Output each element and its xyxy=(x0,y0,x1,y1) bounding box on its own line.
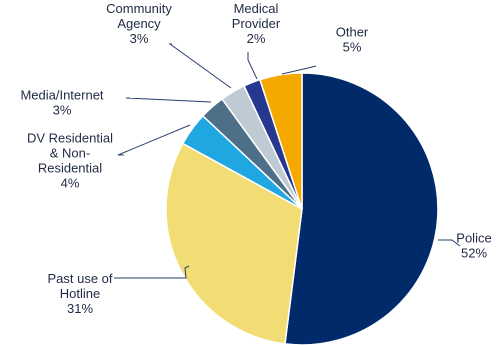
slice-percent: 4% xyxy=(61,176,80,191)
slice-label-6: Other 5% xyxy=(336,25,369,55)
slice-label-line: Other xyxy=(336,25,369,40)
slice-label-line: DV Residential xyxy=(27,131,113,146)
leader-line-4 xyxy=(168,43,232,89)
slice-label-1: Past use of Hotline 31% xyxy=(47,271,112,316)
slice-percent: 3% xyxy=(130,31,149,46)
slice-percent: 3% xyxy=(53,103,72,118)
slice-label-2: DV Residential & Non-Residential 4% xyxy=(27,131,113,191)
slice-percent: 5% xyxy=(343,40,362,55)
pie-slice-1 xyxy=(165,142,303,345)
leader-line-2 xyxy=(117,124,191,156)
slice-label-line: Police xyxy=(456,231,491,246)
slice-labels: Police 52% Past use of Hotline 31% DV Residen… xyxy=(20,1,491,316)
slice-label-line: Media/Internet xyxy=(20,88,103,103)
slice-label-5: Medical Provider 2% xyxy=(232,1,281,46)
slice-percent: 2% xyxy=(247,31,266,46)
pie-slice-6 xyxy=(259,72,303,210)
leader-line-5 xyxy=(247,52,258,80)
leader-line-3 xyxy=(125,97,212,103)
leader-line-1 xyxy=(114,265,190,279)
slice-label-line: Hotline xyxy=(60,286,100,301)
slice-label-3: Media/Internet 3% xyxy=(20,88,103,118)
slice-label-line: & Non- xyxy=(50,146,90,161)
pie-slice-0 xyxy=(284,72,439,345)
slice-label-line: Residential xyxy=(38,161,102,176)
slice-percent: 31% xyxy=(67,301,93,316)
leader-line-6 xyxy=(281,65,317,75)
slice-percent: 52% xyxy=(461,246,487,261)
leader-line-0 xyxy=(438,239,461,247)
slice-label-4: Community Agency 3% xyxy=(106,1,172,46)
slice-label-line: Agency xyxy=(117,16,161,31)
slice-label-0: Police 52% xyxy=(456,231,491,261)
slice-label-line: Medical xyxy=(234,1,279,16)
slice-label-line: Community xyxy=(106,1,172,16)
slice-label-line: Past use of xyxy=(47,271,112,286)
pie-slices xyxy=(165,72,439,345)
leader-lines xyxy=(114,43,461,279)
slice-label-line: Provider xyxy=(232,16,281,31)
